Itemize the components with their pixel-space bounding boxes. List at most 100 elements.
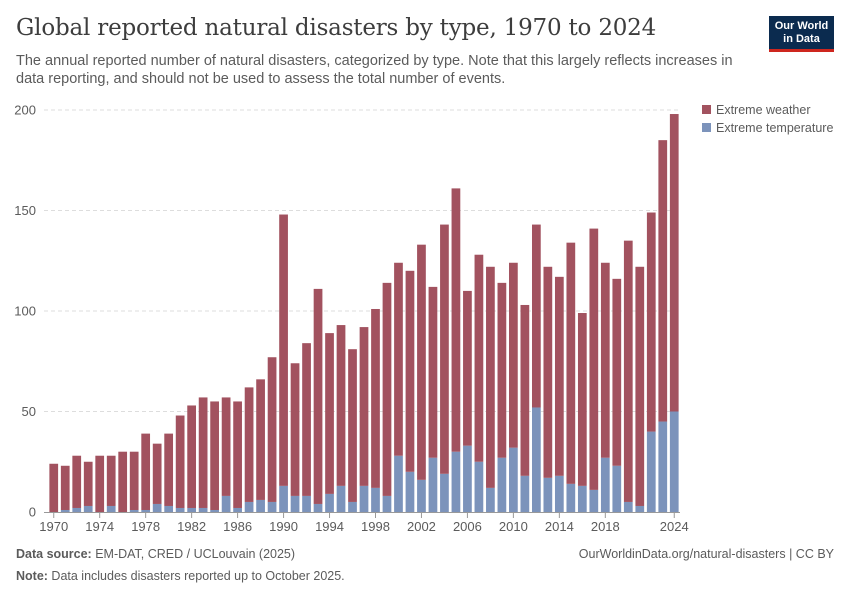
bar-extreme-weather — [658, 140, 668, 422]
bar-extreme-weather — [302, 343, 311, 496]
x-tick-label: 1982 — [177, 519, 206, 534]
bar-extreme-weather — [60, 465, 70, 510]
bar-extreme-weather — [129, 451, 139, 510]
bar-extreme-temperature — [313, 503, 323, 512]
bar-extreme-weather — [290, 363, 300, 496]
bar-extreme-weather — [164, 433, 174, 506]
note-label: Note: — [16, 569, 48, 583]
bar-extreme-weather — [382, 282, 392, 496]
bar-extreme-temperature — [623, 501, 633, 512]
data-source: Data source: EM-DAT, CRED / UCLouvain (2… — [16, 547, 295, 561]
bar-extreme-temperature — [175, 507, 185, 512]
bar-extreme-weather — [348, 349, 357, 502]
logo-line-1: Our World — [774, 20, 829, 32]
y-tick-label: 0 — [29, 505, 36, 520]
bar-extreme-temperature — [348, 501, 357, 512]
bar-extreme-weather — [359, 327, 369, 486]
x-tick-label: 1986 — [223, 519, 252, 534]
bar-extreme-weather — [428, 286, 438, 458]
bar-extreme-temperature — [669, 411, 679, 512]
bar-extreme-weather — [600, 262, 610, 458]
bar-extreme-weather — [72, 455, 82, 508]
bar-extreme-weather — [440, 224, 449, 474]
legend: Extreme weather Extreme temperature — [702, 103, 833, 135]
chart-subtitle: The annual reported number of natural di… — [16, 53, 733, 87]
legend-label: Extreme temperature — [716, 121, 833, 135]
bars — [49, 114, 679, 512]
bar-extreme-temperature — [405, 471, 415, 512]
bar-extreme-temperature — [187, 507, 197, 512]
chart-title: Global reported natural disasters by typ… — [16, 15, 657, 41]
y-tick-label: 100 — [14, 304, 36, 319]
bar-extreme-weather — [497, 282, 507, 458]
bar-extreme-temperature — [428, 457, 438, 512]
bar-extreme-weather — [566, 242, 576, 484]
bar-extreme-weather — [520, 304, 530, 476]
bar-extreme-weather — [325, 333, 334, 494]
bar-extreme-weather — [509, 262, 518, 448]
bar-extreme-weather — [221, 397, 231, 496]
bar-extreme-temperature — [359, 485, 369, 512]
y-tick-label: 50 — [22, 404, 36, 419]
bar-extreme-temperature — [279, 485, 288, 512]
x-tick-label: 2002 — [407, 519, 436, 534]
bar-extreme-temperature — [256, 499, 265, 512]
legend-label: Extreme weather — [716, 103, 810, 117]
bar-extreme-temperature — [106, 505, 116, 512]
x-tick-label: 1974 — [85, 519, 114, 534]
bar-extreme-temperature — [60, 509, 70, 512]
bar-extreme-weather — [646, 212, 656, 432]
bar-extreme-temperature — [497, 457, 507, 512]
bar-extreme-weather — [486, 266, 495, 488]
bar-extreme-weather — [531, 224, 541, 408]
bar-extreme-weather — [256, 379, 265, 500]
bar-extreme-weather — [279, 214, 288, 486]
bar-extreme-temperature — [486, 487, 495, 512]
x-tick-label: 1978 — [131, 519, 160, 534]
bar-extreme-temperature — [382, 495, 392, 512]
bar-extreme-temperature — [72, 507, 82, 512]
bar-extreme-temperature — [566, 483, 576, 512]
y-tick-label: 150 — [14, 203, 36, 218]
bar-extreme-temperature — [336, 485, 346, 512]
bar-extreme-weather — [313, 288, 323, 504]
bar-extreme-temperature — [83, 505, 93, 512]
bar-extreme-weather — [635, 266, 645, 506]
bar-extreme-weather — [577, 313, 587, 486]
bar-extreme-weather — [417, 244, 426, 480]
y-tick-label: 200 — [14, 103, 36, 118]
bar-extreme-temperature — [577, 485, 587, 512]
bar-extreme-temperature — [463, 445, 472, 512]
bar-extreme-weather — [623, 240, 633, 502]
bar-extreme-temperature — [129, 509, 139, 512]
owid-logo[interactable]: Our World in Data — [769, 16, 834, 52]
note-text: Data includes disasters reported up to O… — [47, 569, 345, 583]
bar-extreme-weather — [187, 405, 197, 508]
bar-extreme-temperature — [451, 451, 461, 512]
bar-extreme-temperature — [417, 479, 426, 512]
bar-extreme-temperature — [531, 407, 541, 512]
bar-extreme-temperature — [198, 507, 208, 512]
bar-extreme-weather — [49, 463, 59, 512]
bar-extreme-weather — [83, 461, 93, 506]
bar-extreme-temperature — [152, 503, 162, 512]
bar-extreme-weather — [106, 455, 116, 506]
x-tick-label: 2014 — [545, 519, 574, 534]
source-url-link[interactable]: OurWorldinData.org/natural-disasters | C… — [578, 547, 834, 561]
bar-extreme-temperature — [267, 501, 277, 512]
bar-extreme-temperature — [554, 475, 564, 512]
x-tick-label: 1970 — [39, 519, 68, 534]
bar-extreme-weather — [152, 443, 162, 504]
legend-swatch — [702, 123, 711, 132]
x-tick-label: 1998 — [361, 519, 390, 534]
bar-extreme-temperature — [646, 431, 656, 512]
bar-extreme-weather — [669, 114, 679, 412]
bar-extreme-weather — [198, 397, 208, 508]
bar-extreme-temperature — [520, 475, 530, 512]
legend-swatch — [702, 105, 711, 114]
bar-extreme-weather — [612, 278, 622, 466]
chart-note: Note: Data includes disasters reported u… — [16, 569, 345, 583]
bar-extreme-weather — [371, 308, 380, 488]
bar-extreme-weather — [95, 455, 105, 512]
bar-extreme-temperature — [371, 487, 380, 512]
